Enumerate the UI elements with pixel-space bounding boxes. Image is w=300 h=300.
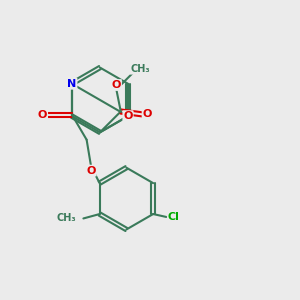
Text: O: O (86, 166, 96, 176)
Text: CH₃: CH₃ (56, 214, 76, 224)
Text: CH₃: CH₃ (130, 64, 150, 74)
Text: O: O (112, 80, 121, 90)
Text: Cl: Cl (168, 212, 180, 222)
Text: O: O (123, 111, 133, 121)
Text: N: N (67, 79, 76, 89)
Text: O: O (142, 110, 152, 119)
Text: O: O (38, 110, 47, 120)
